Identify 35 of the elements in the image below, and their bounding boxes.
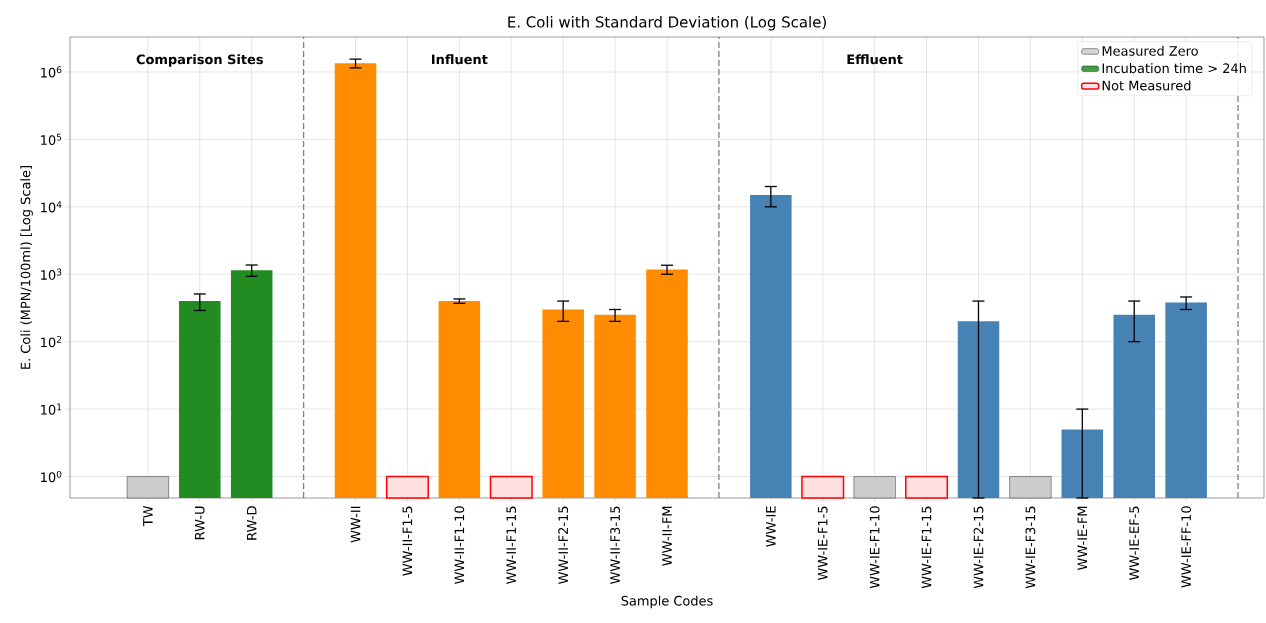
x-tick-label: WW-II-F1-10	[454, 506, 465, 584]
y-tick-label: 10$^{4}$	[41, 201, 62, 213]
x-tick-label: WW-II-F3-15	[610, 506, 620, 584]
x-tick-label: WW-IE	[766, 506, 776, 547]
x-tick-label: TW	[143, 505, 153, 527]
x-tick-label: WW-IE-F3-15	[1025, 506, 1036, 589]
y-tick-label: 10$^{6}$	[41, 66, 62, 78]
y-tick-label: 10$^{5}$	[41, 133, 62, 145]
chart-title: E. Coli with Standard Deviation (Log Scale)	[508, 16, 826, 31]
legend-label: Incubation time > 24h	[1102, 63, 1246, 74]
annotation: Comparison Sites	[136, 54, 263, 67]
x-tick-label: WW-II-F1-5	[402, 506, 413, 576]
y-tick-label: 10$^{1}$	[41, 403, 62, 415]
x-tick-label: WW-II-F1-15	[506, 506, 517, 584]
x-tick-label: WW-IE-EF-5	[1129, 506, 1140, 581]
y-tick-label: 10$^{3}$	[41, 268, 62, 280]
x-tick-label: WW-II-FM	[662, 506, 672, 566]
annotation: Influent	[432, 54, 488, 65]
x-tick-label: RW-D	[246, 506, 257, 540]
x-tick-label: WW-IE-FF-10	[1181, 506, 1192, 588]
x-tick-label: WW-IE-F1-10	[869, 506, 880, 589]
x-tick-label: WW-IE-FM	[1077, 506, 1088, 571]
x-tick-label: WW-IE-F1-15	[921, 506, 932, 589]
y-axis-title: E. Coli (MPN/100ml) [Log Scale]	[20, 166, 33, 369]
legend-label: Not Measured	[1102, 80, 1191, 91]
x-axis-title: Sample Codes	[621, 595, 713, 609]
x-tick-label: WW-IE-F2-15	[973, 506, 984, 589]
annotation: Effluent	[847, 54, 903, 65]
x-tick-label: WW-II-F2-15	[558, 506, 569, 584]
x-tick-label: WW-IE-F1-5	[817, 506, 828, 581]
x-tick-label: WW-II	[350, 506, 361, 543]
y-tick-label: 10$^{0}$	[41, 470, 62, 483]
y-tick-label: 10$^{2}$	[41, 336, 62, 348]
x-tick-label: RW-U	[194, 506, 205, 540]
legend-label: Measured Zero	[1102, 45, 1198, 56]
